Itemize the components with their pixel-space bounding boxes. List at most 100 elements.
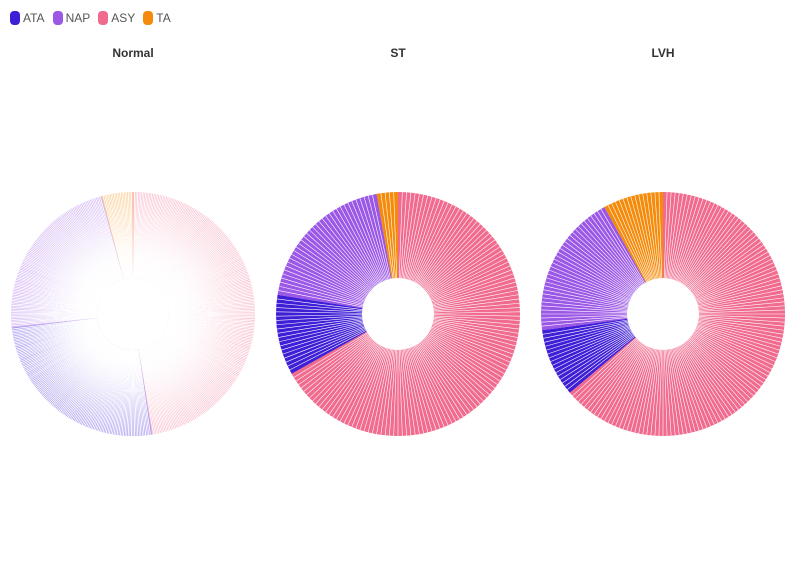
record-separator [168,300,255,311]
record-separator [129,349,133,436]
record-separator [168,316,255,324]
slice-lvh-asy[interactable] [569,191,785,436]
record-separator [343,204,383,282]
record-separator [93,198,122,281]
record-separator [12,319,98,335]
record-separator [105,194,126,279]
record-separator [24,257,102,298]
record-separator [309,338,373,399]
record-separator [419,342,471,413]
slice-st-ta[interactable] [376,192,398,279]
record-separator [168,317,255,328]
record-separator [663,349,668,436]
record-separator [161,334,232,387]
record-separator [156,222,215,288]
record-separator [697,324,780,351]
record-separator [159,337,225,396]
record-separator [158,227,220,289]
record-separator [48,339,109,404]
record-separator [74,345,117,422]
record-separator [414,206,457,283]
record-separator [168,320,253,339]
record-separator [604,345,646,422]
record-separator [615,201,650,281]
record-separator [542,319,628,335]
record-separator [12,292,98,309]
record-separator [38,236,106,292]
record-separator [142,196,167,280]
record-separator [11,314,98,317]
record-separator [144,347,174,430]
record-separator [165,328,244,367]
record-separator [389,192,396,279]
slice-st-nap[interactable] [277,193,392,309]
record-separator [156,221,214,288]
legend-item-ta[interactable]: TA [143,11,171,25]
record-separator [147,346,183,426]
record-separator [541,301,628,311]
record-separator [332,210,379,284]
record-separator [43,338,107,398]
record-separator [545,323,629,347]
record-separator [303,336,371,392]
record-separator [168,296,254,310]
record-separator [145,199,177,281]
record-separator [306,337,372,396]
slice-st-ata[interactable] [276,294,367,374]
record-separator [697,285,782,306]
record-separator [168,292,254,309]
record-separator [130,192,133,279]
record-separator [167,322,252,346]
record-separator [166,269,247,302]
record-separator [77,345,118,424]
record-separator [692,244,764,294]
record-separator [359,348,388,430]
record-separator [425,236,493,292]
record-separator [557,332,633,377]
slice-st-asy[interactable] [291,192,520,436]
record-separator [280,323,364,347]
record-separator [138,193,153,279]
record-separator [70,208,116,284]
record-separator [691,336,759,390]
legend-item-nap[interactable]: NAP [52,11,90,25]
legend-swatch-asy [98,11,109,25]
record-separator [14,284,99,306]
record-separator [376,349,392,435]
record-separator [157,223,216,288]
record-separator [562,334,634,384]
record-separator [27,331,103,376]
record-separator [168,318,255,330]
record-separator [432,321,517,343]
record-separator [697,322,782,343]
record-separator [315,223,374,288]
legend-item-ata[interactable]: ATA [10,11,45,25]
slice-lvh-nap[interactable] [541,207,646,331]
record-separator [12,293,98,309]
record-separator [66,211,114,285]
record-separator [686,223,746,288]
record-separator [543,289,628,308]
record-separator [698,316,785,323]
record-separator [160,236,228,292]
record-separator [300,239,370,293]
record-separator [407,348,433,432]
record-separator [168,315,255,321]
record-separator [168,298,255,310]
record-separator [13,321,98,341]
record-separator [11,309,98,314]
record-separator [102,195,125,280]
record-separator [168,321,253,341]
record-separator [28,332,103,378]
record-separator [162,333,235,383]
legend-item-asy[interactable]: ASY [98,11,135,25]
record-separator [10,313,98,316]
record-separator [541,305,628,312]
record-separator [23,329,101,369]
record-separator [154,215,207,286]
record-separator [30,246,104,295]
record-separator [306,232,372,291]
record-separator [285,327,366,363]
record-separator [145,347,177,429]
record-separator [83,202,119,282]
